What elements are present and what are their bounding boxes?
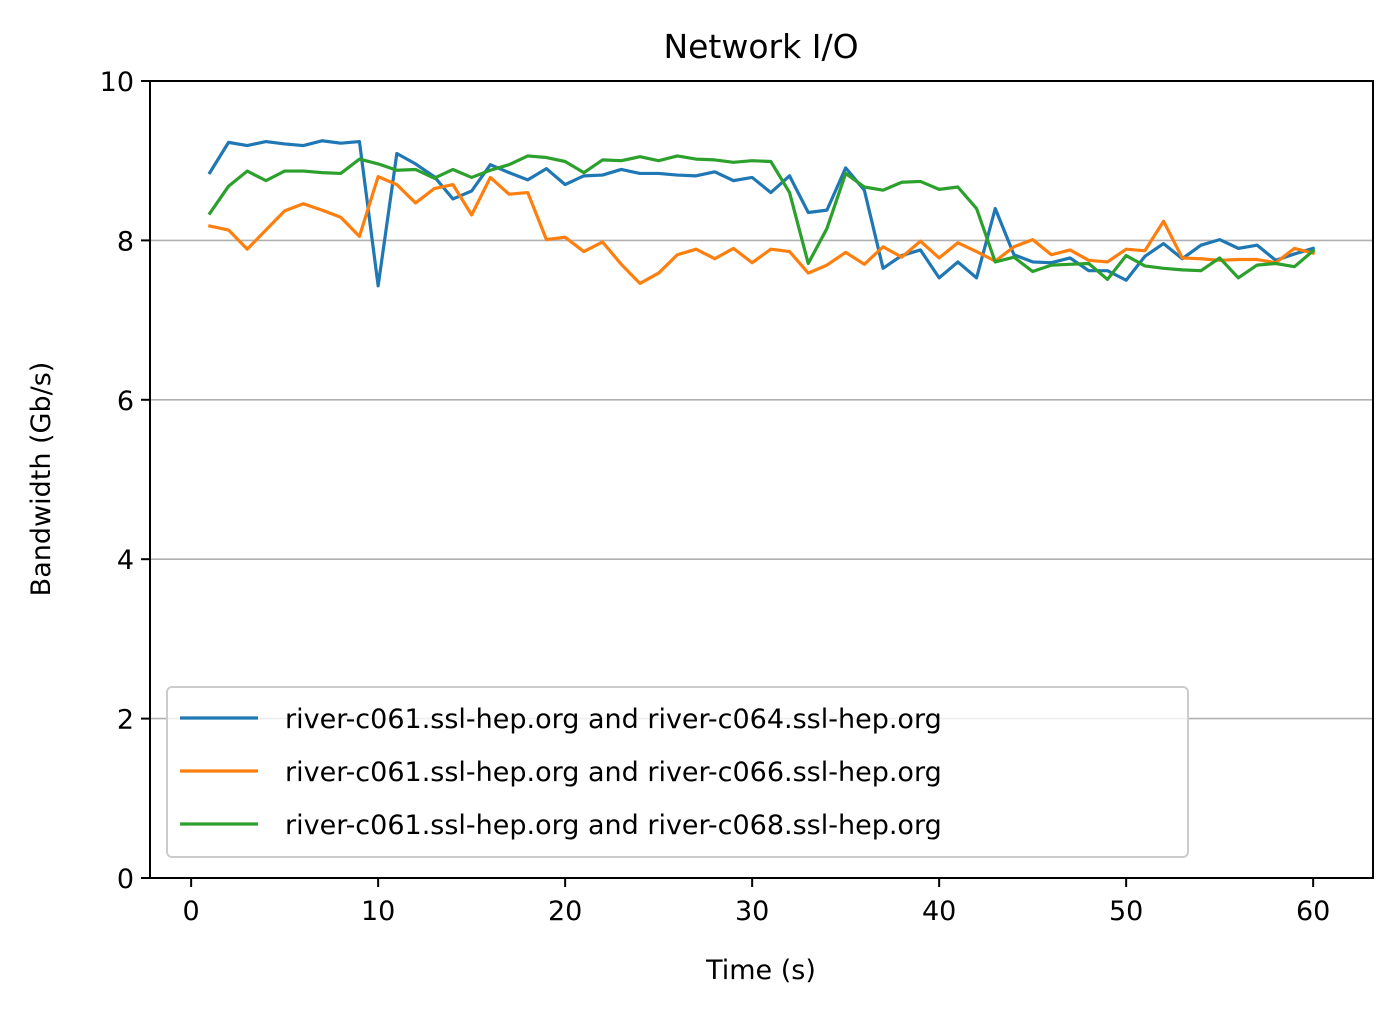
legend: river-c061.ssl-hep.org and river-c064.ss… [166,686,1189,858]
x-tick-label: 20 [548,896,582,927]
y-tick-label: 6 [117,386,134,417]
x-tick-label: 10 [361,896,395,927]
series-line-2 [207,175,1316,286]
x-tick-label: 30 [735,896,769,927]
legend-label-3: river-c061.ssl-hep.org and river-c068.ss… [285,810,942,841]
legend-label-1: river-c061.ssl-hep.org and river-c064.ss… [285,704,942,735]
series-line-3 [207,154,1316,282]
y-tick-label: 8 [117,226,134,257]
series-line-1 [207,139,1316,288]
plot-series [207,139,1316,288]
y-axis-ticks: 0 2 4 6 8 10 [100,67,150,895]
legend-label-2: river-c061.ssl-hep.org and river-c066.ss… [285,757,942,788]
x-tick-label: 0 [183,896,200,927]
x-tick-label: 40 [922,896,956,927]
y-tick-label: 0 [117,864,134,895]
y-tick-label: 2 [117,705,134,736]
x-tick-label: 50 [1109,896,1143,927]
y-axis-title: Bandwidth (Gb/s) [26,362,57,597]
y-tick-label: 4 [117,545,134,576]
x-axis-ticks: 0 10 20 30 40 50 60 [183,878,1330,927]
chart-title: Network I/O [663,27,858,66]
legend-frame [166,686,1189,858]
plot-frame [149,80,1374,879]
y-tick-label: 10 [100,67,134,98]
x-tick-label: 60 [1296,896,1330,927]
x-axis-title: Time (s) [705,955,816,986]
